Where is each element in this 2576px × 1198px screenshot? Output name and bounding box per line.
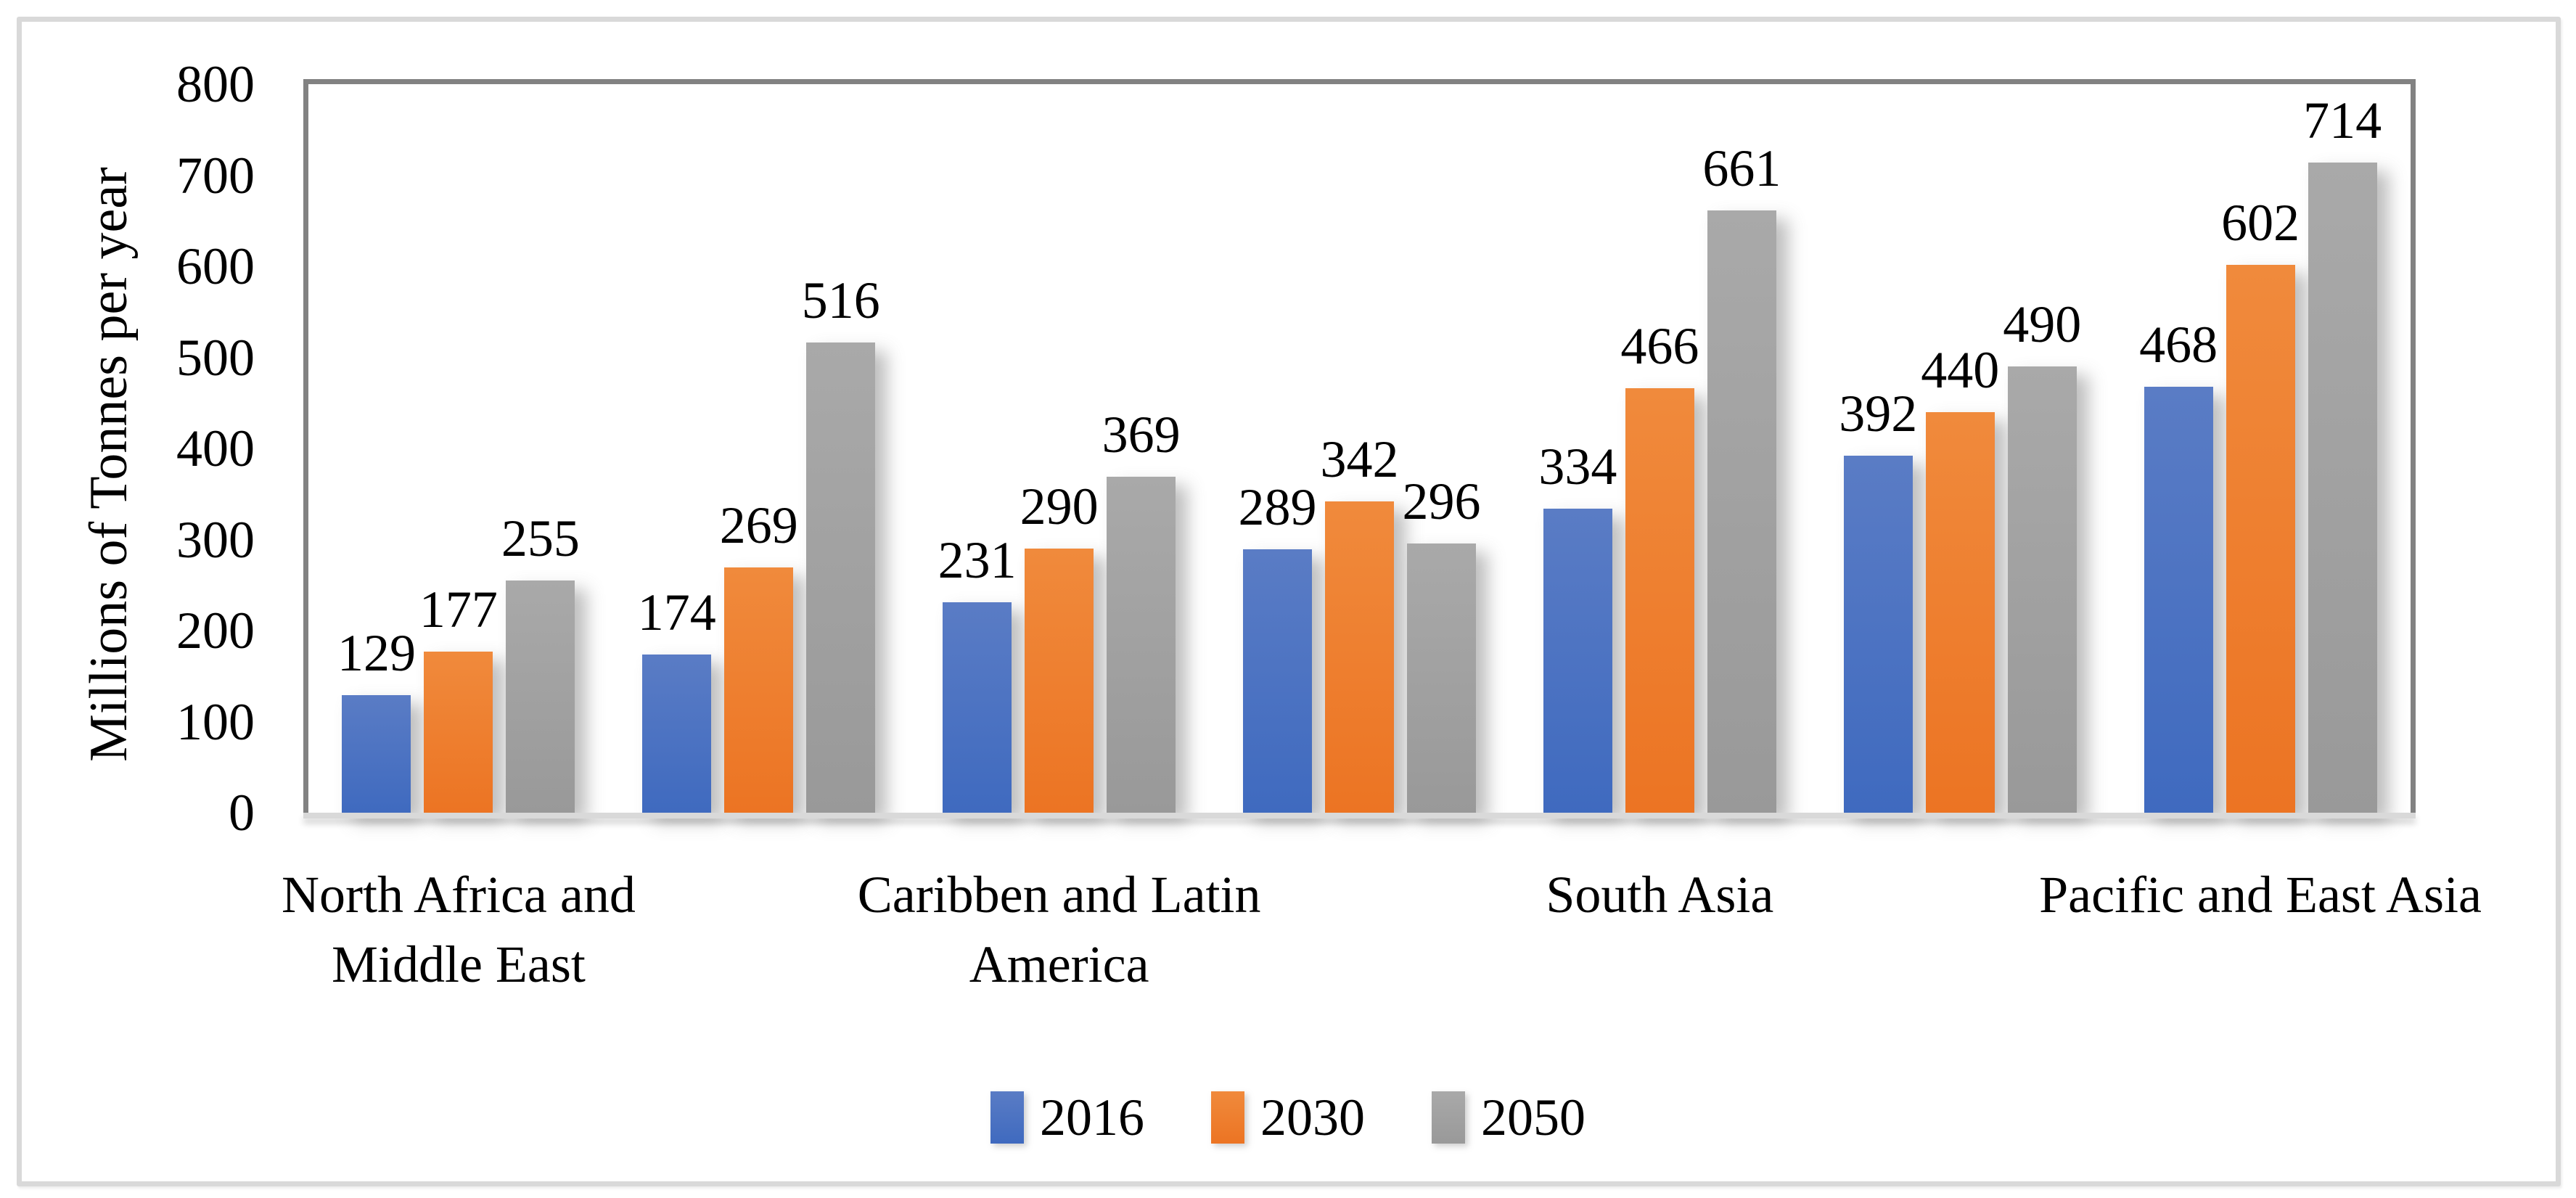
bar-value-label: 466 <box>1620 317 1699 376</box>
legend-label: 2016 <box>1040 1088 1144 1146</box>
bar-value-label: 296 <box>1402 472 1481 530</box>
bar-2016-category-3 <box>943 602 1012 813</box>
bar-value-label: 369 <box>1102 405 1181 464</box>
y-axis-tick-label: 400 <box>176 419 255 477</box>
y-axis-tick-label: 700 <box>176 146 255 205</box>
bar-2050-category-5 <box>1707 210 1776 813</box>
bar-2050-category-3 <box>1107 476 1176 813</box>
bar-value-label: 269 <box>719 496 798 555</box>
bar-2030-category-7 <box>2226 264 2295 813</box>
y-axis-tick-label: 300 <box>176 510 255 569</box>
bar-value-label: 231 <box>938 531 1017 590</box>
bar-value-label: 490 <box>2003 295 2082 354</box>
x-axis-category-label: Pacific and East Asia <box>2039 866 2482 924</box>
bar-value-label: 392 <box>1839 385 1918 443</box>
bar-2050-category-7 <box>2308 162 2377 813</box>
x-axis-line <box>303 813 2416 819</box>
bar-value-label: 289 <box>1238 478 1317 537</box>
bar-value-label: 714 <box>2303 91 2382 149</box>
plot-area: 129 174 231 289 334 392 468 177 269 290 342 466 440 6… <box>308 84 2411 813</box>
bar-value-label: 255 <box>501 509 580 567</box>
legend-swatch-2016 <box>990 1091 1024 1144</box>
bar-value-label: 129 <box>337 624 416 683</box>
y-axis-tick-label: 200 <box>176 602 255 660</box>
legend-label: 2030 <box>1260 1088 1365 1146</box>
bar-2030-category-4 <box>1325 501 1394 813</box>
legend-item-2030: 2030 <box>1211 1087 1365 1148</box>
bar-value-label: 602 <box>2221 193 2300 252</box>
bar-value-label: 177 <box>419 580 498 639</box>
bar-2050-category-4 <box>1407 543 1476 813</box>
bar-2030-category-1 <box>424 651 493 813</box>
bar-2050-category-1 <box>506 580 575 813</box>
y-axis-tick-label: 100 <box>176 692 255 751</box>
bar-value-label: 516 <box>801 271 880 330</box>
legend-swatch-2050 <box>1432 1091 1465 1144</box>
legend-label: 2050 <box>1481 1088 1586 1146</box>
y-axis-tick-label: 500 <box>176 328 255 387</box>
bar-2016-category-2 <box>642 654 712 813</box>
y-axis-tick-label: 0 <box>229 784 255 842</box>
bar-2016-category-1 <box>342 695 411 813</box>
bar-value-label: 468 <box>2139 315 2218 374</box>
bar-2016-category-4 <box>1243 549 1312 813</box>
bar-value-label: 174 <box>637 583 716 641</box>
legend-item-2050: 2050 <box>1432 1087 1586 1148</box>
legend: 2016 2030 2050 <box>0 1085 2576 1150</box>
bar-2030-category-5 <box>1625 388 1694 813</box>
y-axis-tick-label: 600 <box>176 237 255 295</box>
bar-2030-category-6 <box>1925 411 1995 813</box>
bar-2016-category-6 <box>1843 456 1913 813</box>
bar-2016-category-5 <box>1543 508 1612 813</box>
bar-2050-category-2 <box>806 342 876 813</box>
y-axis-tick-label: 800 <box>176 55 255 113</box>
x-axis-category-label: North Africa and Middle East <box>282 866 636 993</box>
bar-value-label: 334 <box>1538 437 1617 496</box>
x-axis-category-label: South Asia <box>1546 866 1774 924</box>
bar-2050-category-6 <box>2007 366 2077 813</box>
bar-value-label: 290 <box>1020 477 1099 536</box>
x-axis-category-label: Caribben and Latin America <box>857 866 1261 993</box>
bar-value-label: 440 <box>1921 340 2000 399</box>
bar-2016-category-7 <box>2144 386 2213 813</box>
bar-2030-category-2 <box>724 567 794 813</box>
bar-value-label: 342 <box>1320 430 1399 488</box>
bar-value-label: 661 <box>1702 139 1781 198</box>
bar-2030-category-3 <box>1025 549 1094 813</box>
plot-area-border <box>303 79 2416 813</box>
legend-swatch-2030 <box>1211 1091 1244 1144</box>
legend-item-2016: 2016 <box>990 1087 1144 1148</box>
